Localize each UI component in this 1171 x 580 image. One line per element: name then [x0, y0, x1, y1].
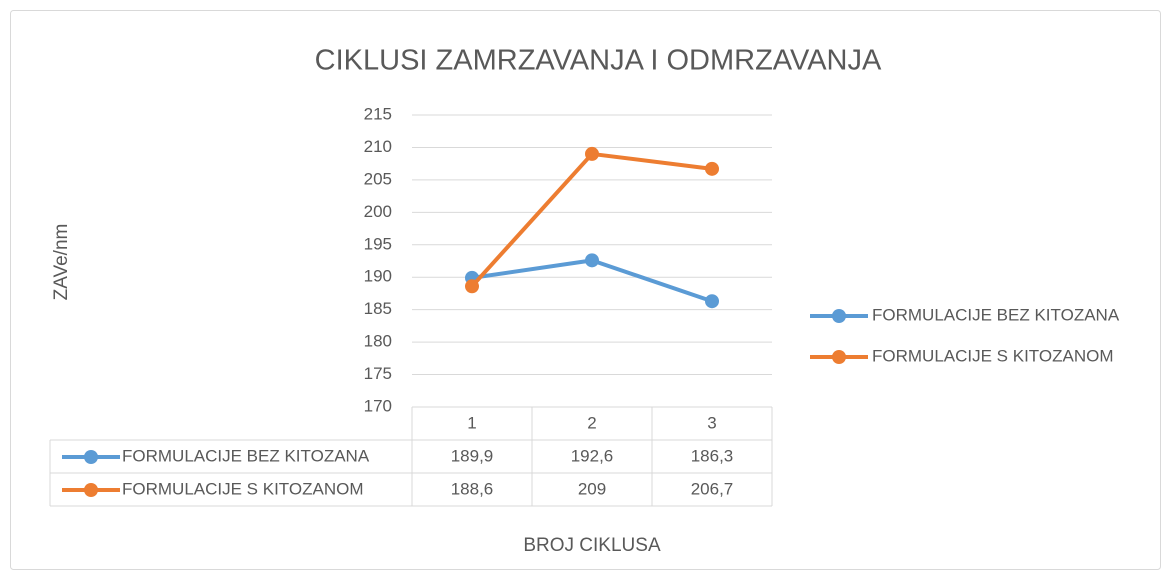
y-tick-label: 190: [364, 267, 392, 286]
table-value: 209: [578, 479, 606, 498]
x-axis-title: BROJ CIKLUSA: [523, 535, 661, 556]
series-marker: [585, 253, 599, 268]
table-series-name: FORMULACIJE BEZ KITOZANA: [122, 446, 370, 465]
table-value: 186,3: [691, 446, 734, 465]
y-tick-label: 175: [364, 364, 392, 383]
y-tick-label: 215: [364, 104, 392, 123]
table-value: 192,6: [571, 446, 614, 465]
x-tick-label: 3: [707, 413, 716, 432]
legend-marker: [832, 309, 846, 323]
table-legend-marker: [84, 483, 98, 497]
chart-border: [10, 10, 1161, 570]
legend-label: FORMULACIJE BEZ KITOZANA: [872, 305, 1120, 324]
y-tick-label: 180: [364, 332, 392, 351]
table-legend-marker: [84, 450, 98, 464]
y-axis-title: ZAVe/nm: [51, 224, 72, 301]
series-marker: [705, 294, 719, 309]
table-value: 188,6: [451, 479, 494, 498]
x-tick-label: 2: [587, 413, 596, 432]
y-tick-label: 195: [364, 234, 392, 253]
y-tick-label: 205: [364, 169, 392, 188]
x-tick-label: 1: [467, 413, 476, 432]
table-series-name: FORMULACIJE S KITOZANOM: [122, 479, 364, 498]
legend-marker: [832, 350, 846, 364]
series-marker: [705, 161, 719, 176]
table-value: 189,9: [451, 446, 494, 465]
chart-title: CIKLUSI ZAMRZAVANJA I ODMRZAVANJA: [315, 45, 882, 77]
y-tick-label: 185: [364, 299, 392, 318]
series-marker: [585, 146, 599, 161]
y-tick-label: 170: [364, 396, 392, 415]
y-tick-label: 200: [364, 202, 392, 221]
legend-label: FORMULACIJE S KITOZANOM: [872, 346, 1114, 365]
series-marker: [465, 279, 479, 294]
table-value: 206,7: [691, 479, 734, 498]
y-tick-label: 210: [364, 137, 392, 156]
data-table-grid: [49, 407, 773, 507]
